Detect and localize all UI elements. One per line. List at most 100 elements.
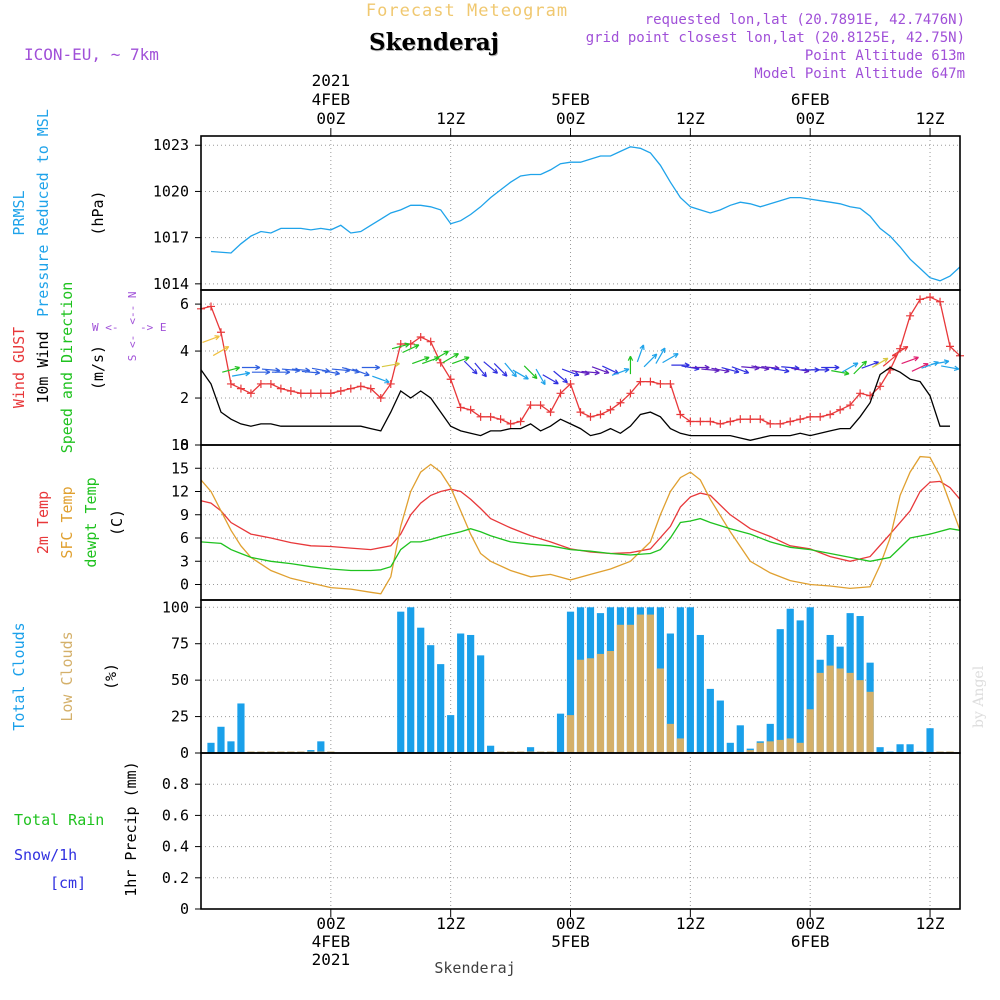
- top-axis-label: 12Z: [676, 109, 705, 128]
- gust-marker: [826, 410, 835, 419]
- series-10m-wind: [200, 366, 950, 441]
- panel-frame: [200, 289, 961, 446]
- bottom-axis-label: 5FEB: [551, 932, 590, 951]
- bar-total-clouds: [457, 633, 465, 753]
- bar-low-clouds: [846, 672, 854, 753]
- bar-total-clouds: [526, 747, 535, 753]
- gust-marker: [586, 412, 595, 421]
- bar-low-clouds: [806, 709, 814, 753]
- gust-marker: [776, 419, 785, 428]
- bar-total-clouds: [736, 725, 744, 753]
- gust-marker: [306, 389, 315, 398]
- wind-arrow: [611, 368, 630, 376]
- y-tick-label: 1020: [153, 182, 189, 200]
- bar-low-clouds: [746, 750, 754, 753]
- bottom-axis-label: 00Z: [796, 914, 825, 933]
- top-axis-label: 12Z: [436, 109, 465, 128]
- ylabel-low-clouds: Low Clouds: [58, 631, 76, 721]
- y-tick-label: 0.8: [162, 775, 189, 793]
- bar-total-clouds: [906, 744, 914, 753]
- wind-arrow: [901, 356, 919, 365]
- bar-low-clouds: [626, 624, 635, 753]
- gust-marker: [626, 389, 635, 398]
- wind-arrow: [721, 366, 740, 374]
- bar-low-clouds: [766, 741, 774, 753]
- gust-marker: [796, 415, 805, 424]
- gust-marker: [516, 417, 525, 426]
- top-axis-label: 00Z: [316, 109, 345, 128]
- bar-total-clouds: [786, 608, 794, 753]
- ylabel-total-rain: Total Rain: [14, 811, 104, 829]
- ylabel-sfc-temp: SFC Temp: [58, 486, 76, 558]
- gust-marker: [316, 389, 325, 398]
- ylabel-precip: 1hr Precip (mm): [122, 761, 140, 896]
- bottom-axis-label: 00Z: [556, 914, 585, 933]
- gust-marker: [656, 379, 665, 388]
- y-tick-label: 1014: [153, 275, 189, 293]
- ylabel-total-clouds: Total Clouds: [10, 622, 28, 730]
- wind-arrow: [561, 368, 580, 377]
- top-axis-label: 2021: [312, 71, 351, 90]
- wind-arrow: [402, 344, 420, 354]
- wind-arrow: [271, 369, 291, 375]
- top-axis-label: 00Z: [556, 109, 585, 128]
- wind-arrow: [643, 353, 658, 368]
- compass-west: W <-: [92, 321, 119, 334]
- panel-temp: 0 3 6 9 12 15 18 2m Temp SFC Temp dewpt Temp (C): [34, 436, 961, 601]
- bar-total-clouds: [477, 655, 485, 753]
- gust-marker: [676, 410, 685, 419]
- gust-marker: [726, 417, 735, 426]
- gust-marker: [216, 328, 225, 337]
- ylabel-c: (C): [108, 509, 126, 536]
- ylabel-10m-wind: 10m Wind: [34, 331, 52, 403]
- y-tick-label: 18: [171, 436, 189, 454]
- gust-marker: [286, 386, 295, 395]
- gust-marker: [846, 401, 855, 410]
- wind-arrow: [212, 345, 230, 357]
- gust-marker: [606, 405, 615, 414]
- wind-arrow: [512, 369, 529, 380]
- wind-arrow: [231, 371, 251, 377]
- bar-total-clouds: [666, 633, 674, 753]
- wind-arrow: [821, 364, 840, 371]
- y-tick-label: 0.6: [162, 806, 189, 824]
- y-tick-label: 25: [171, 708, 189, 726]
- location-title: Skenderaj: [369, 29, 499, 56]
- wind-arrow: [872, 357, 889, 368]
- bar-low-clouds: [826, 665, 834, 753]
- top-axis-label: 00Z: [796, 109, 825, 128]
- wind-arrow: [483, 361, 499, 374]
- chart-title: Forecast Meteogram: [366, 1, 568, 21]
- panel-clouds: 0 25 50 75 100 Total Clouds Low Clouds (%): [10, 598, 961, 762]
- y-tick-label: 0.2: [162, 869, 189, 887]
- bar-total-clouds: [417, 627, 425, 753]
- ylabel-: (%): [102, 663, 120, 690]
- ylabel-speed-and-direction: Speed and Direction: [58, 282, 76, 454]
- y-tick-label: 9: [180, 506, 189, 524]
- compass-south: S <-: [126, 335, 139, 362]
- gust-marker: [946, 342, 955, 351]
- gust-marker: [496, 415, 505, 424]
- bar-total-clouds: [407, 607, 415, 753]
- wind-arrow: [381, 361, 400, 368]
- y-tick-label: 0.4: [162, 838, 189, 856]
- wind-arrow: [202, 335, 220, 343]
- bar-total-clouds: [556, 713, 565, 753]
- gust-marker: [876, 382, 885, 391]
- gust-marker: [666, 379, 675, 388]
- y-tick-label: 15: [171, 459, 189, 477]
- footer-location: Skenderaj: [434, 959, 515, 977]
- gust-marker: [596, 410, 605, 419]
- y-tick-label: 0: [180, 576, 189, 594]
- bar-total-clouds: [796, 620, 804, 753]
- bar-total-clouds: [766, 723, 774, 753]
- bar-low-clouds: [646, 614, 655, 753]
- bar-total-clouds: [566, 611, 575, 753]
- ylabel-hpa: (hPa): [89, 190, 107, 235]
- gust-marker: [346, 384, 355, 393]
- wind-arrow: [361, 364, 381, 371]
- bar-low-clouds: [666, 723, 674, 753]
- series-2m-temp: [200, 480, 961, 562]
- panel-frame: [200, 752, 961, 910]
- wind-arrow: [535, 368, 546, 386]
